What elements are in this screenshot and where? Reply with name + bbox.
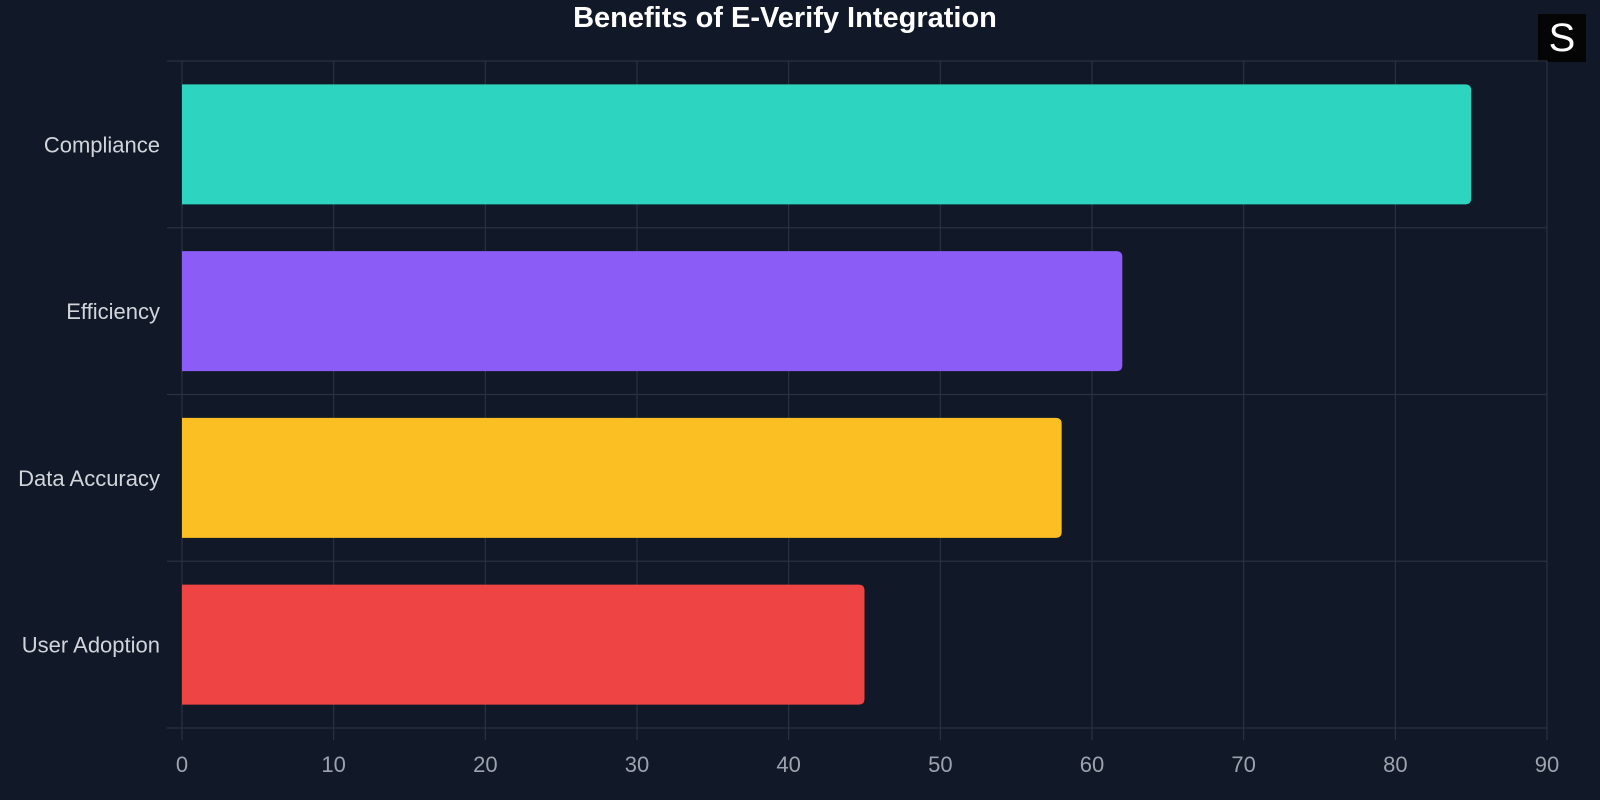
y-category-label: User Adoption	[22, 633, 160, 658]
bar-data-accuracy	[182, 417, 1062, 538]
y-category-label: Compliance	[44, 132, 160, 157]
y-category-label: Data Accuracy	[18, 466, 160, 491]
x-tick-label: 50	[928, 752, 952, 777]
x-tick-label: 80	[1383, 752, 1407, 777]
x-tick-label: 30	[625, 752, 649, 777]
x-tick-label: 60	[1080, 752, 1104, 777]
chart-title: Benefits of E-Verify Integration	[573, 2, 997, 34]
y-category-label: Efficiency	[66, 299, 160, 324]
x-tick-label: 10	[321, 752, 345, 777]
x-tick-label: 20	[473, 752, 497, 777]
x-tick-label: 70	[1231, 752, 1255, 777]
logo: S	[1538, 14, 1586, 62]
bar-compliance	[182, 84, 1472, 205]
x-tick-label: 40	[776, 752, 800, 777]
bar-user-adoption	[182, 584, 865, 705]
x-tick-label: 0	[176, 752, 188, 777]
x-tick-label: 90	[1535, 752, 1559, 777]
bar-efficiency	[181, 251, 1123, 372]
